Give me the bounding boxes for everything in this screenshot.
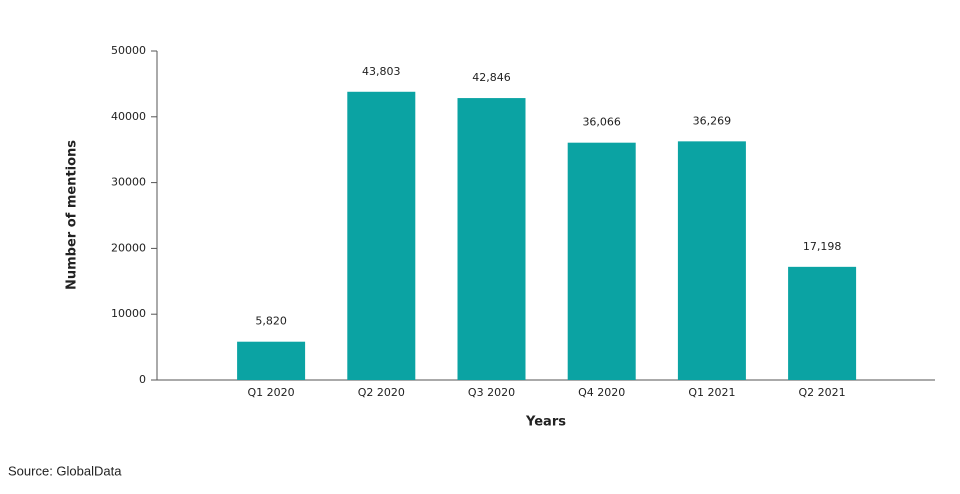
x-tick-label: Q4 2020	[578, 386, 625, 399]
value-label: 36,066	[582, 116, 621, 129]
y-tick-label: 10000	[111, 307, 146, 320]
y-tick-label: 30000	[111, 176, 146, 189]
bar	[788, 266, 857, 380]
bar	[237, 341, 306, 380]
value-label: 17,198	[803, 240, 842, 253]
x-tick-label: Q2 2020	[358, 386, 405, 399]
y-tick-label: 50000	[111, 44, 146, 57]
y-axis-title: Number of mentions	[65, 140, 80, 290]
y-tick-label: 20000	[111, 241, 146, 254]
value-label: 5,820	[255, 315, 287, 328]
bar	[457, 98, 526, 381]
source-note: Source: GlobalData	[8, 463, 122, 478]
bar	[567, 142, 636, 380]
y-tick-label: 0	[139, 373, 146, 386]
bar	[347, 91, 416, 381]
x-tick-label: Q3 2020	[468, 386, 515, 399]
value-label: 36,269	[693, 114, 732, 127]
value-label: 42,846	[472, 71, 511, 84]
x-tick-label: Q1 2021	[688, 386, 735, 399]
bar	[677, 141, 746, 380]
x-axis-title: Years	[525, 415, 566, 430]
x-tick-label: Q2 2021	[799, 386, 846, 399]
value-label: 43,803	[362, 65, 401, 78]
y-tick-label: 40000	[111, 110, 146, 123]
x-tick-label: Q1 2020	[248, 386, 295, 399]
